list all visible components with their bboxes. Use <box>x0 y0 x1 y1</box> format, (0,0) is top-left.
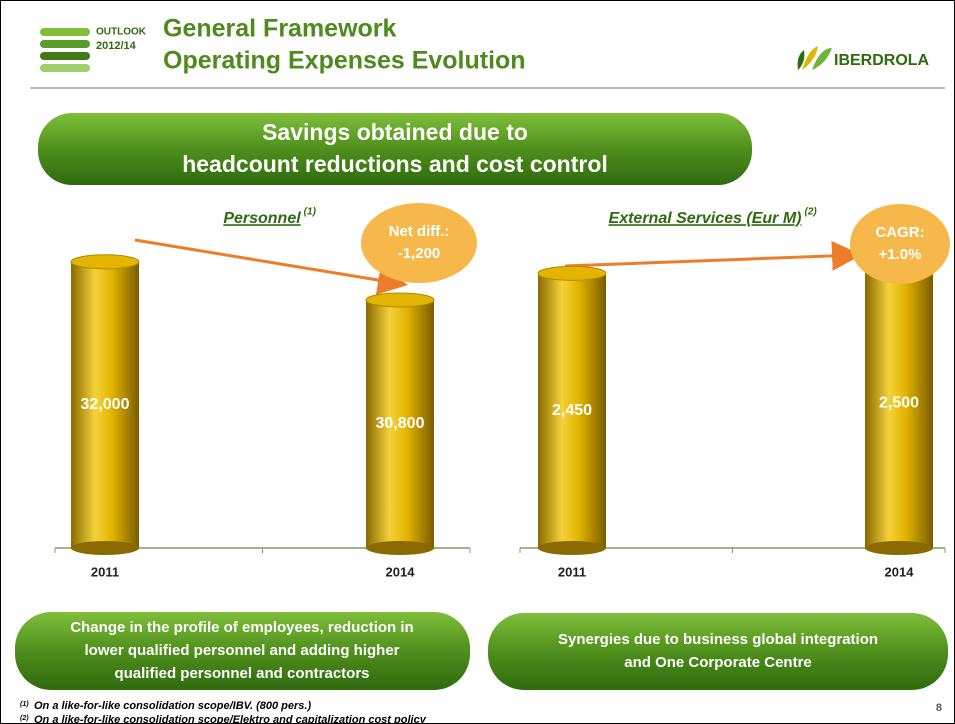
footnote: On a like-for-like consolidation scope/E… <box>34 714 427 724</box>
annotation-bubble <box>361 203 477 283</box>
value-label: 2,500 <box>879 395 919 412</box>
x-tick-label: 2014 <box>386 564 416 579</box>
annotation-bubble <box>850 204 950 284</box>
brand: IBERDROLA <box>834 52 930 69</box>
bar-base <box>71 541 139 555</box>
bar <box>865 258 933 548</box>
chart-title-note: (1) <box>304 207 317 218</box>
page-number: 8 <box>936 702 942 714</box>
arrow <box>134 238 408 295</box>
bar <box>366 299 434 548</box>
x-tick-label: 2011 <box>91 564 119 579</box>
title: Operating Expenses Evolution <box>163 47 526 75</box>
value-label: 30,800 <box>376 415 425 432</box>
value-label: 2,450 <box>552 402 592 419</box>
note-box <box>15 612 470 690</box>
brand-logo <box>797 46 832 70</box>
annotation: +1.0% <box>879 246 922 263</box>
title: General Framework <box>163 15 397 43</box>
chart-title-note: (2) <box>804 207 817 218</box>
logo-text: OUTLOOK <box>96 27 147 38</box>
annotation: CAGR: <box>875 224 924 241</box>
note-text: qualified personnel and contractors <box>114 665 369 682</box>
bar-base <box>865 541 933 555</box>
annotation: Net diff.: <box>389 223 450 240</box>
note-text: Change in the profile of employees, redu… <box>70 619 413 636</box>
footnote-mark: (1) <box>20 701 29 708</box>
bar <box>538 273 606 548</box>
logo <box>40 28 90 72</box>
note-text: Synergies due to business global integra… <box>558 631 878 648</box>
banner-text: headcount reductions and cost control <box>182 151 608 177</box>
arrow <box>564 240 862 271</box>
note-box <box>488 613 948 690</box>
banner-text: Savings obtained due to <box>262 119 528 145</box>
chart-title: External Services (Eur M) <box>609 210 802 227</box>
note-text: lower qualified personnel and adding hig… <box>84 642 399 659</box>
x-tick-label: 2011 <box>558 564 586 579</box>
note-text: and One Corporate Centre <box>624 654 812 671</box>
bar-cap <box>365 292 435 308</box>
logo-text: 2012/14 <box>96 40 137 52</box>
bar-base <box>366 541 434 555</box>
footnote-mark: (2) <box>20 715 29 722</box>
footnote: On a like-for-like consolidation scope/I… <box>34 700 311 712</box>
x-tick-label: 2014 <box>885 564 915 579</box>
annotation: -1,200 <box>398 245 441 262</box>
bar-cap <box>537 265 607 281</box>
chart-title: Personnel <box>223 210 301 227</box>
bar <box>71 261 139 548</box>
banner <box>38 113 752 185</box>
bar-cap <box>70 254 140 270</box>
bar-base <box>538 541 606 555</box>
value-label: 32,000 <box>81 396 130 413</box>
